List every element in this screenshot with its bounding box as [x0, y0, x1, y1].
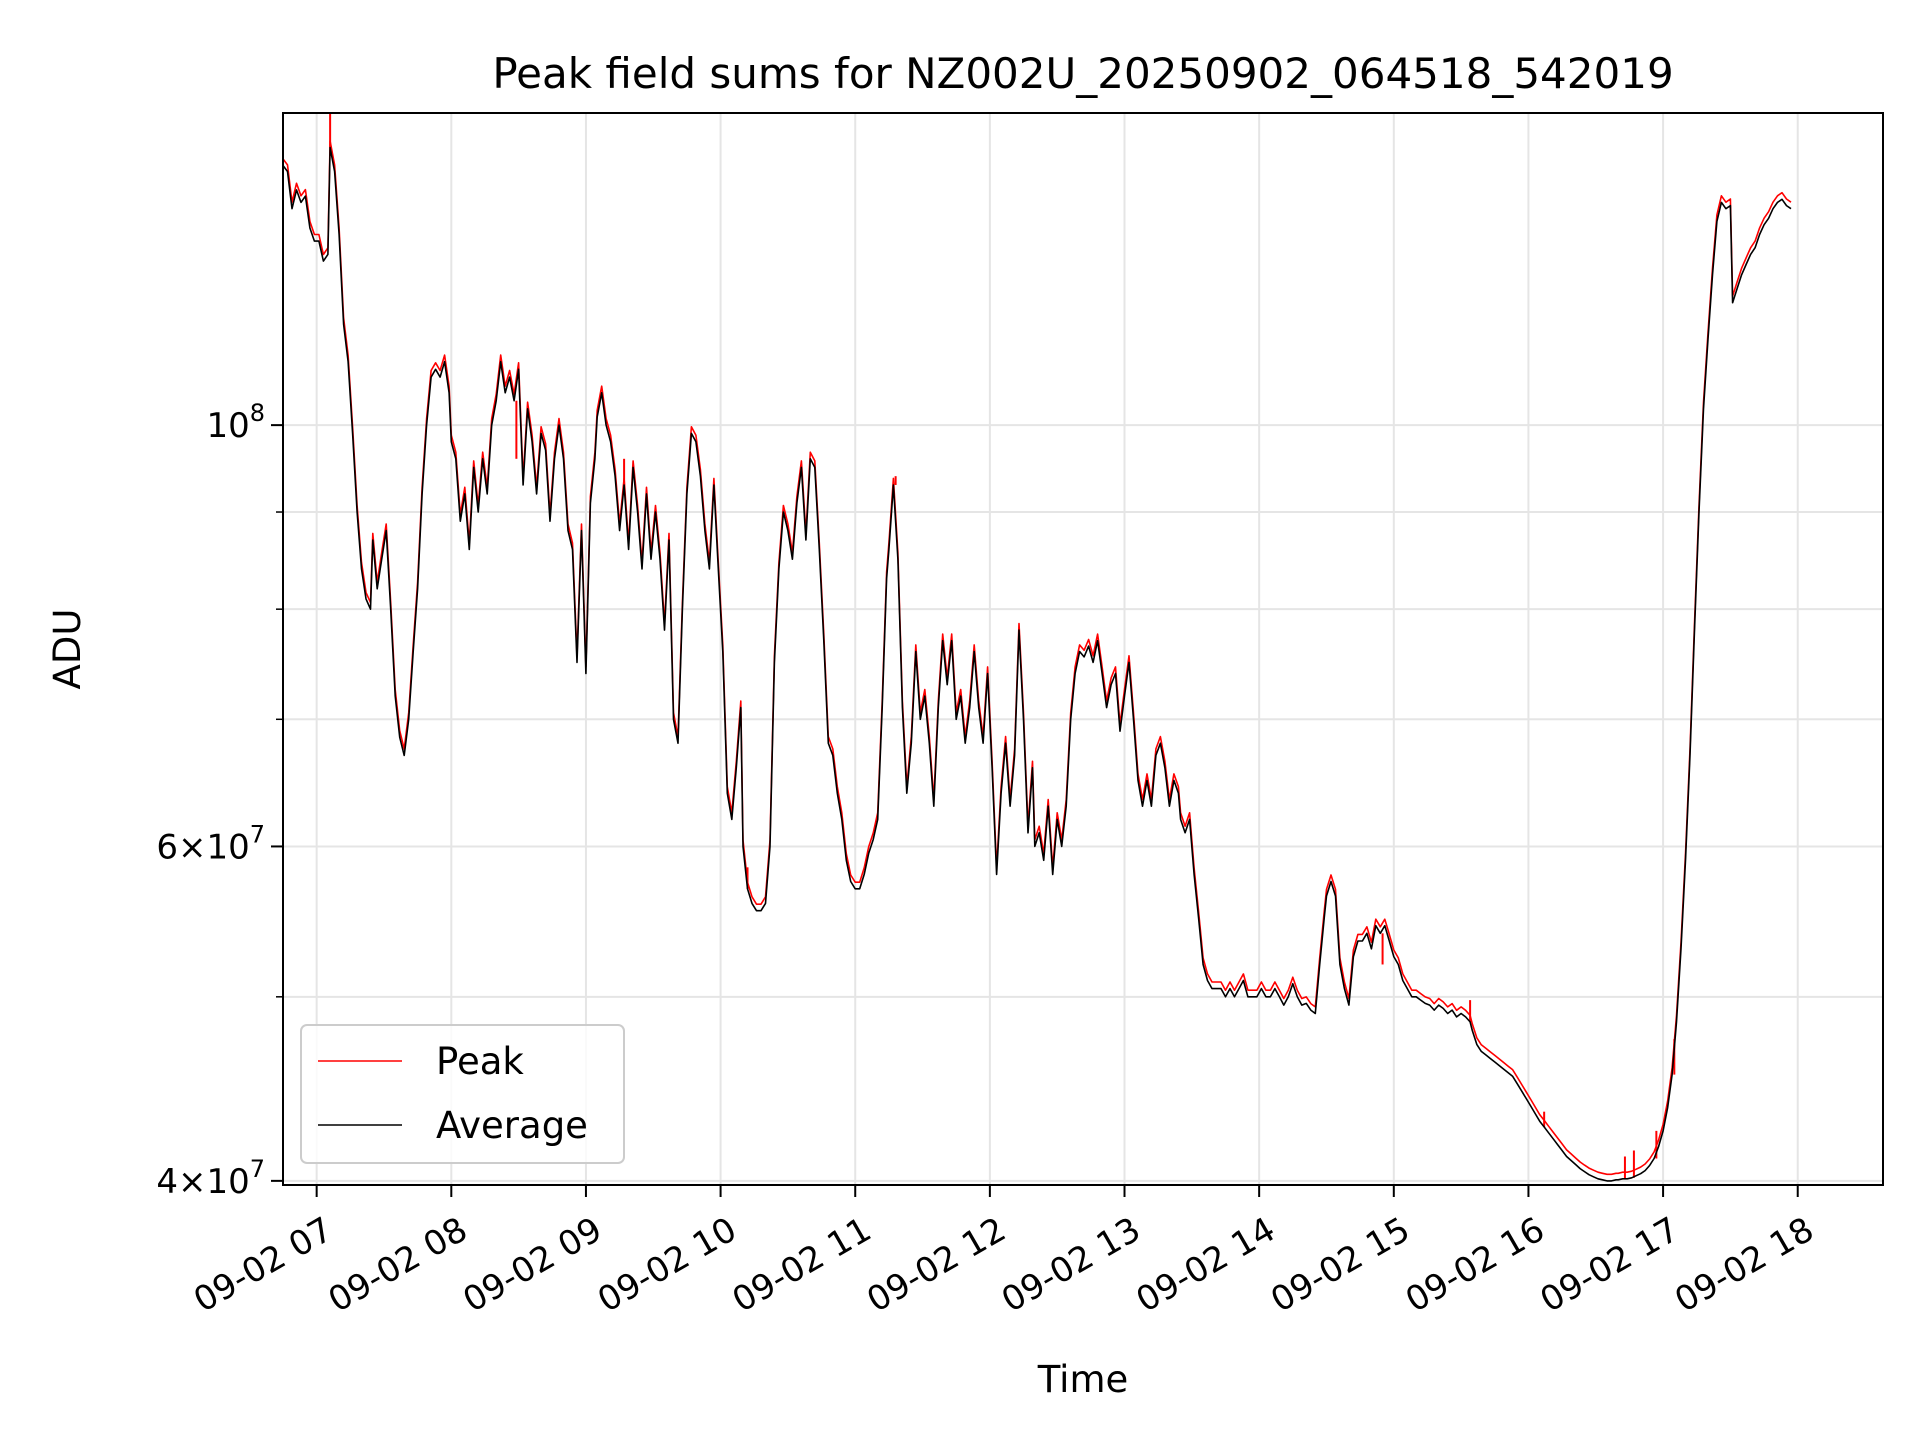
legend-peak-label: Peak [436, 1040, 524, 1083]
legend-average-label: Average [436, 1104, 588, 1147]
average-series-line [282, 146, 1792, 1182]
y-tick-label: 108 [206, 399, 265, 446]
y-tick-label: 6×107 [156, 820, 265, 867]
y-tick-label: 4×107 [156, 1155, 265, 1202]
x-axis-label: Time [1037, 1358, 1129, 1401]
axes-frame [282, 112, 1884, 1186]
y-axis-label: ADU [46, 609, 89, 690]
legend-box [300, 1024, 625, 1164]
legend: Peak Average [300, 1024, 625, 1164]
plot-series [282, 113, 1792, 1182]
grid [283, 113, 1883, 1185]
chart-title: Peak field sums for NZ002U_20250902_0645… [492, 49, 1673, 98]
